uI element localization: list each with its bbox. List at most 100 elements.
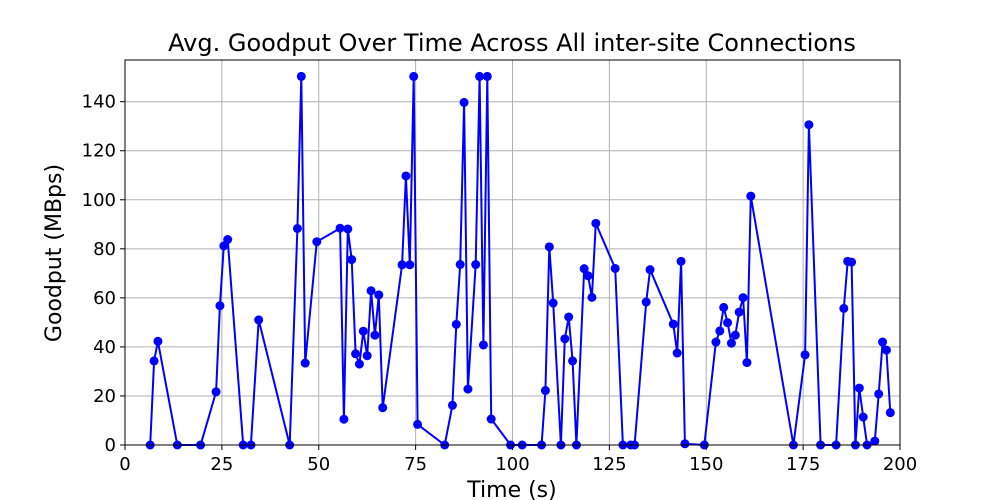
data-point [641, 297, 651, 307]
data-point [374, 290, 384, 300]
data-point [804, 120, 814, 130]
y-tick-label: 0 [105, 435, 116, 456]
data-point [447, 400, 457, 410]
data-point [475, 71, 485, 81]
data-point [568, 356, 578, 366]
x-tick-label: 50 [307, 454, 330, 475]
data-point [878, 337, 888, 347]
data-point [847, 257, 857, 267]
data-point [292, 223, 302, 233]
x-tick-label: 200 [883, 454, 917, 475]
data-point [672, 348, 682, 358]
x-axis-label: Time (s) [466, 478, 556, 500]
data-point [738, 293, 748, 303]
data-point [354, 359, 364, 369]
data-point [730, 330, 740, 340]
x-axis-ticks: 0 25 50 75 100 125 150 175 200 [119, 445, 917, 475]
data-point [610, 263, 620, 273]
data-point [579, 264, 589, 274]
data-point [296, 71, 306, 81]
chart-title: Avg. Goodput Over Time Across All inter-… [168, 29, 856, 57]
y-tick-label: 100 [82, 190, 116, 211]
x-tick-label: 175 [786, 454, 820, 475]
x-tick-label: 100 [495, 454, 529, 475]
data-point [312, 237, 322, 247]
data-point [564, 312, 574, 322]
data-point [455, 260, 465, 270]
data-point [711, 337, 721, 347]
data-point [223, 235, 233, 245]
data-point [560, 334, 570, 344]
data-point [370, 330, 380, 340]
x-tick-label: 0 [119, 454, 130, 475]
data-point [548, 298, 558, 308]
data-point [676, 256, 686, 266]
data-point [451, 319, 461, 329]
data-point [591, 218, 601, 228]
data-point [719, 302, 729, 312]
data-point [800, 350, 810, 360]
data-point [723, 318, 733, 328]
data-point [885, 408, 895, 418]
data-point [463, 384, 473, 394]
data-point [215, 301, 225, 311]
y-axis-label: Goodput (MBps) [42, 164, 67, 342]
data-point [839, 303, 849, 313]
data-point [680, 439, 690, 449]
x-tick-label: 150 [689, 454, 723, 475]
data-point [351, 349, 361, 359]
y-tick-label: 140 [82, 92, 116, 113]
data-point [366, 286, 376, 296]
series-layer [145, 71, 895, 450]
y-tick-label: 120 [82, 141, 116, 162]
data-point [540, 386, 550, 396]
data-point [362, 351, 372, 361]
data-point [715, 326, 725, 336]
data-point [254, 315, 264, 325]
data-point [343, 224, 353, 234]
data-point [378, 403, 388, 413]
data-point [870, 436, 880, 446]
data-point [668, 319, 678, 329]
data-point [405, 260, 415, 270]
x-tick-label: 75 [404, 454, 427, 475]
data-point [874, 389, 884, 399]
data-point [742, 358, 752, 368]
data-point [409, 71, 419, 81]
data-point [339, 414, 349, 424]
data-point [211, 387, 221, 397]
y-tick-label: 60 [93, 288, 116, 309]
x-tick-label: 125 [592, 454, 626, 475]
data-point [397, 260, 407, 270]
data-point [459, 97, 469, 107]
data-point [347, 255, 357, 265]
data-point [583, 271, 593, 281]
y-axis-ticks: 0 20 40 60 80 100 120 140 [82, 92, 125, 456]
data-point [854, 383, 864, 393]
data-point [358, 326, 368, 336]
data-point [401, 171, 411, 181]
data-point [587, 292, 597, 302]
data-point [300, 358, 310, 368]
y-tick-label: 40 [93, 337, 116, 358]
x-tick-label: 25 [210, 454, 233, 475]
data-point [153, 336, 163, 346]
data-point [149, 356, 159, 366]
data-point [471, 260, 481, 270]
data-point [544, 242, 554, 252]
data-point [478, 340, 488, 350]
y-tick-label: 80 [93, 239, 116, 260]
series-line [149, 75, 892, 446]
y-tick-label: 20 [93, 386, 116, 407]
data-point [482, 71, 492, 81]
data-point [881, 345, 891, 355]
data-point [858, 412, 868, 422]
data-point [746, 191, 756, 201]
data-point [335, 223, 345, 233]
data-point [486, 414, 496, 424]
data-point [413, 419, 423, 429]
data-point [734, 307, 744, 317]
data-point [645, 265, 655, 275]
data-point [726, 338, 736, 348]
